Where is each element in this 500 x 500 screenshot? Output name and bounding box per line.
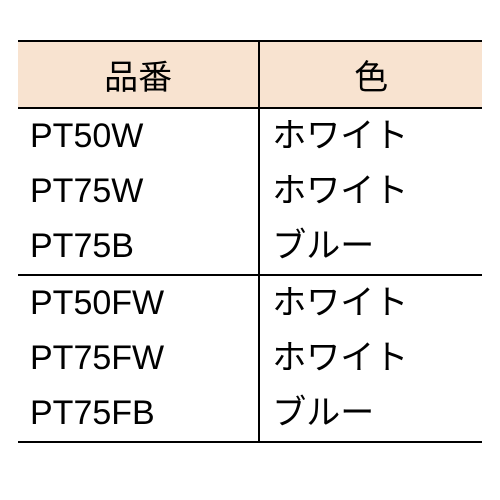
- image-frame: 品番 色 PT50W ホワイト PT75W ホワイト PT75B ブルー PT5…: [0, 0, 500, 500]
- cell-color: ブルー: [259, 219, 482, 275]
- cell-code: PT75FB: [18, 386, 259, 442]
- cell-code: PT50FW: [18, 275, 259, 331]
- cell-color: ホワイト: [259, 275, 482, 331]
- table-row: PT75FW ホワイト: [18, 331, 482, 386]
- cell-color: ブルー: [259, 386, 482, 442]
- cell-color: ホワイト: [259, 108, 482, 164]
- table-header-row: 品番 色: [18, 41, 482, 108]
- cell-code: PT75B: [18, 219, 259, 275]
- table-row: PT75B ブルー: [18, 219, 482, 275]
- cell-code: PT75FW: [18, 331, 259, 386]
- table-row: PT75W ホワイト: [18, 164, 482, 219]
- table-row: PT50FW ホワイト: [18, 275, 482, 331]
- cell-color: ホワイト: [259, 331, 482, 386]
- table-row: PT75FB ブルー: [18, 386, 482, 442]
- product-table: 品番 色 PT50W ホワイト PT75W ホワイト PT75B ブルー PT5…: [18, 40, 482, 443]
- cell-code: PT50W: [18, 108, 259, 164]
- table-row: PT50W ホワイト: [18, 108, 482, 164]
- header-color: 色: [259, 41, 482, 108]
- cell-color: ホワイト: [259, 164, 482, 219]
- cell-code: PT75W: [18, 164, 259, 219]
- header-code: 品番: [18, 41, 259, 108]
